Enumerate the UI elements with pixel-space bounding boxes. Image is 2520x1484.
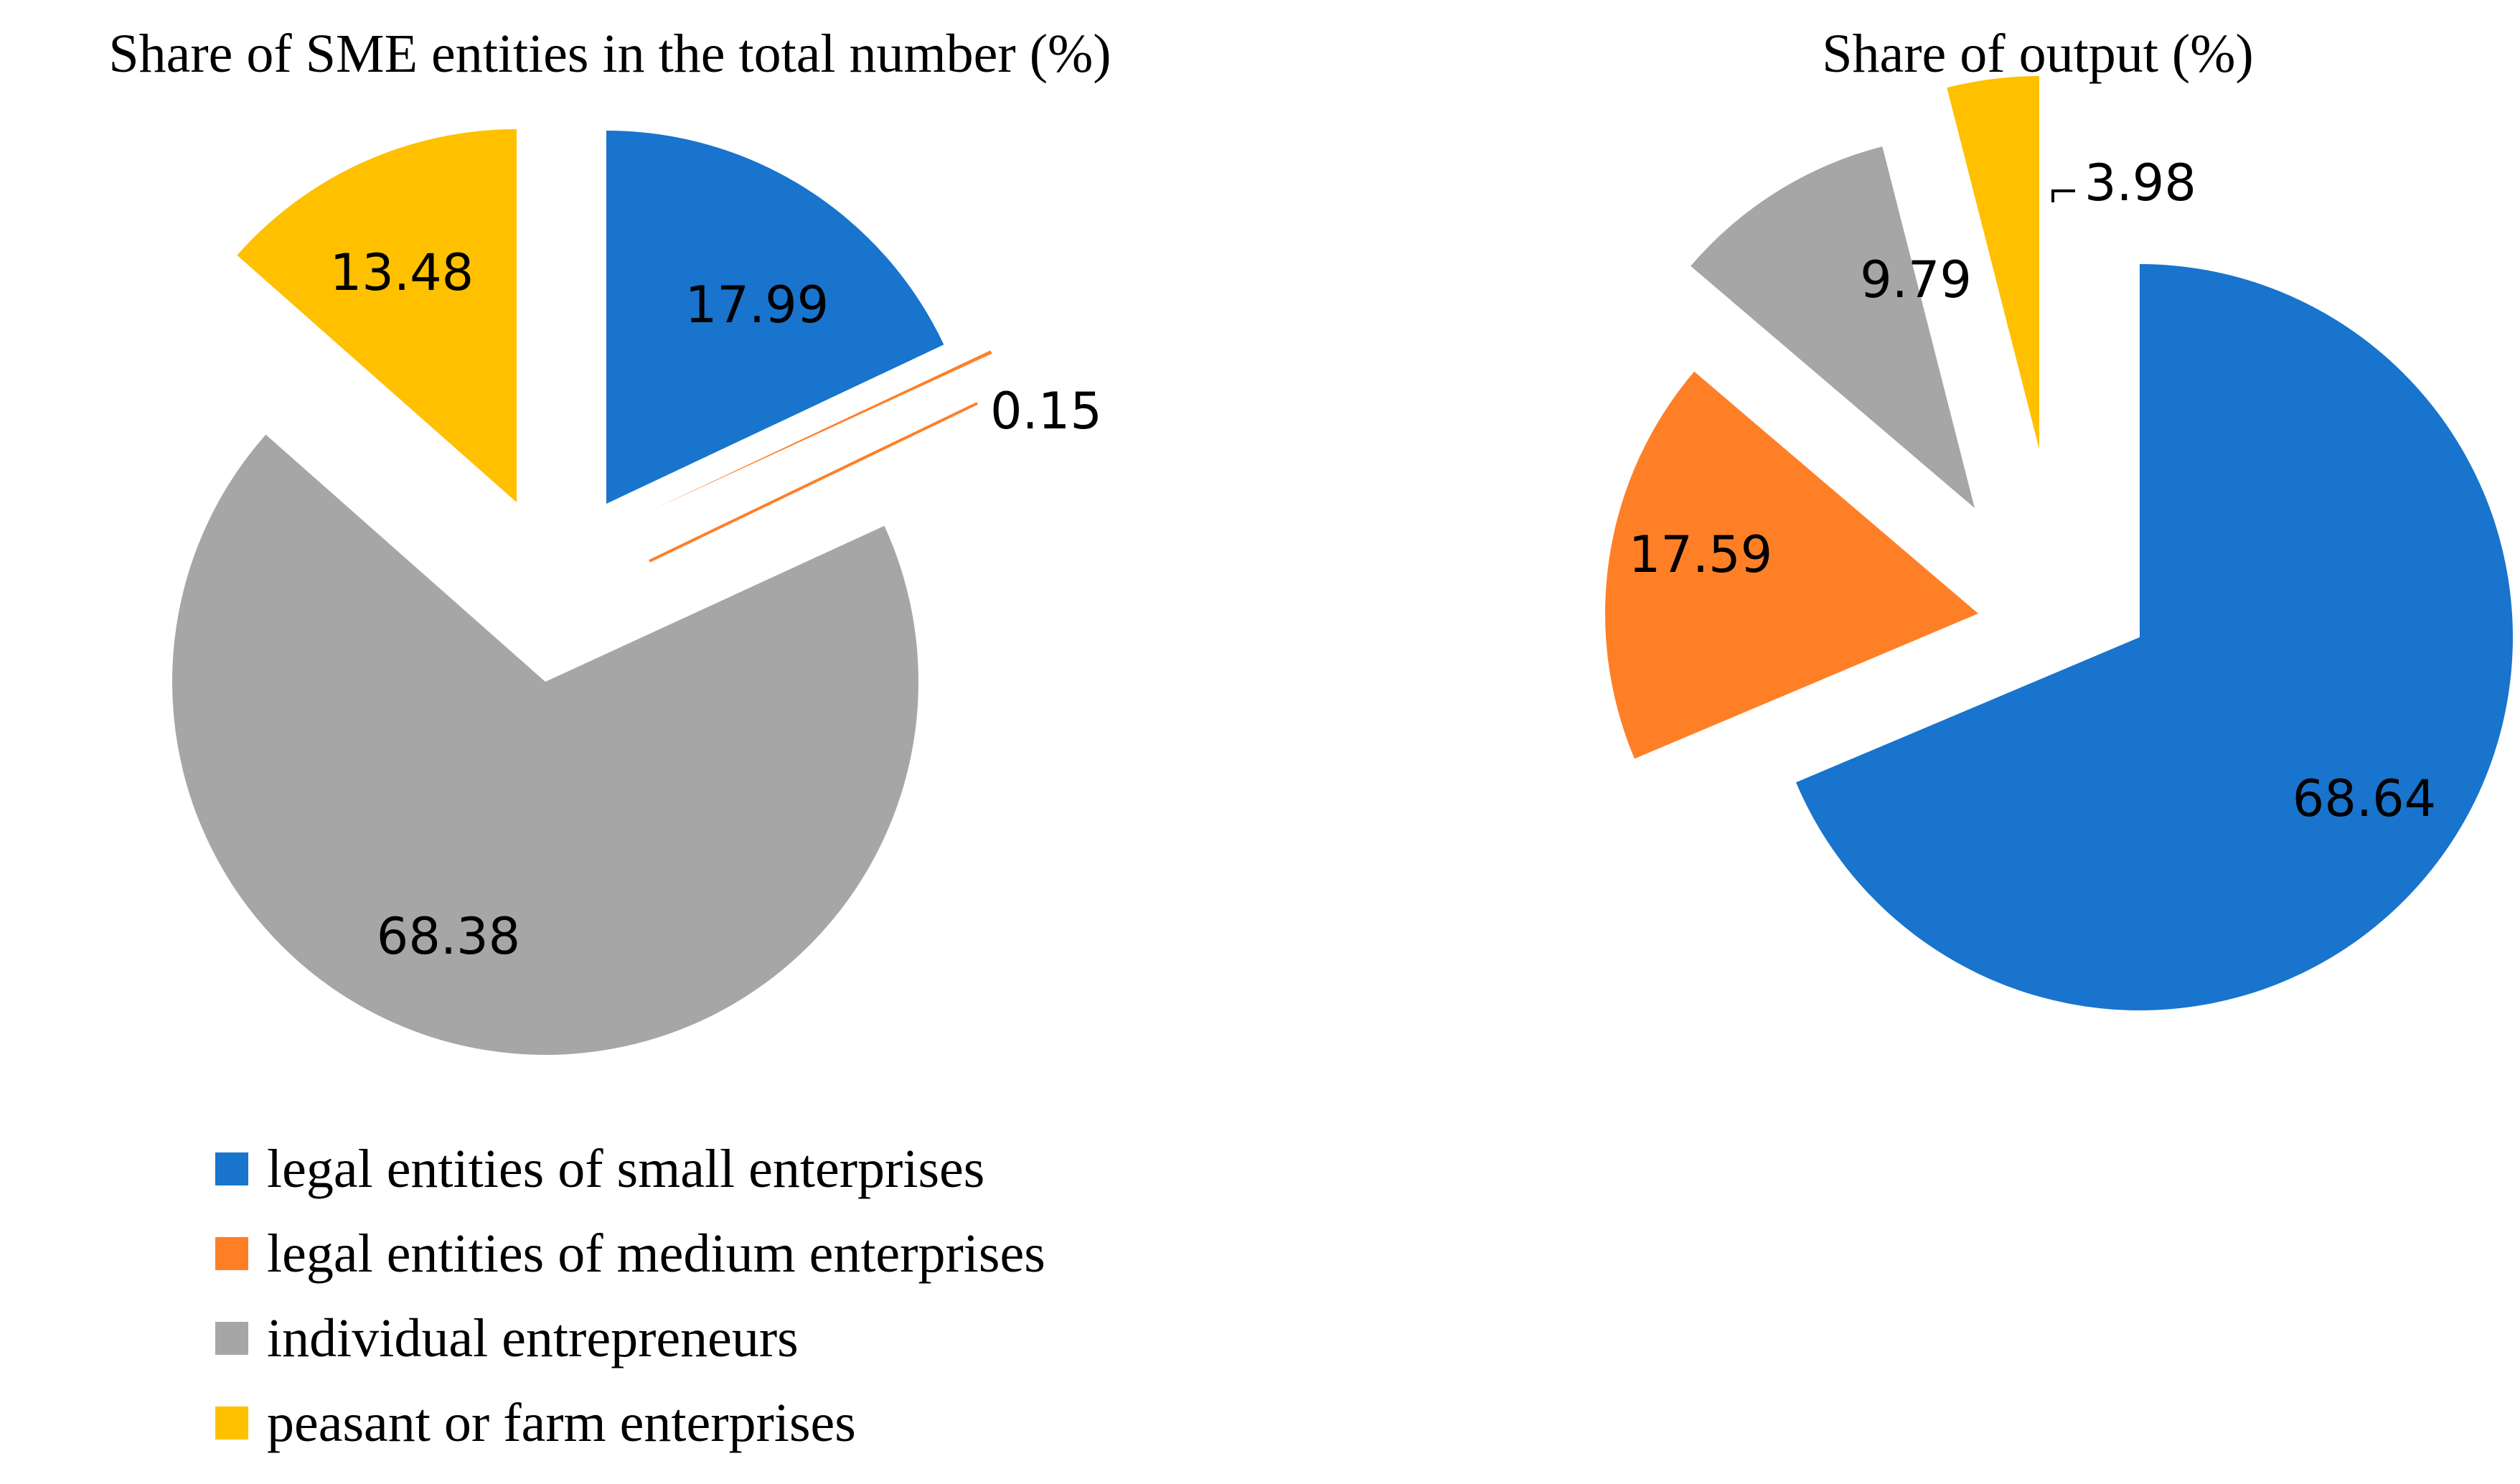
data-label-output-farm-enterprises: 3.98 xyxy=(2084,154,2196,212)
leader-line-output-farm-enterprises xyxy=(2051,189,2075,202)
data-label-entities-farm-enterprises: 13.48 xyxy=(330,243,474,302)
pie-slice-entities-medium-enterprises xyxy=(653,350,992,509)
legend-item-medium-enterprises: legal entities of medium enterprises xyxy=(215,1211,1045,1296)
pie-slice-output-individual-entrepreneurs xyxy=(1691,146,1975,509)
data-label-entities-small-enterprises: 17.99 xyxy=(685,276,829,334)
pie-slice-entities-individual-entrepreneurs xyxy=(172,434,919,1055)
legend-swatch-medium-enterprises xyxy=(215,1237,248,1270)
data-label-output-medium-enterprises: 17.59 xyxy=(1629,525,1772,584)
data-label-output-small-enterprises: 68.64 xyxy=(2293,769,2436,828)
pie-slice-entities-farm-enterprises xyxy=(237,129,517,502)
legend: legal entities of small enterprises lega… xyxy=(215,1127,1045,1465)
legend-label-medium-enterprises: legal entities of medium enterprises xyxy=(267,1223,1045,1284)
pie-slice-output-medium-enterprises xyxy=(1604,371,1978,759)
legend-item-small-enterprises: legal entities of small enterprises xyxy=(215,1127,1045,1211)
chart-title-right: Share of output (%) xyxy=(1822,24,2254,84)
chart-title-left: Share of SME entities in the total numbe… xyxy=(108,24,1111,84)
legend-label-small-enterprises: legal entities of small enterprises xyxy=(267,1138,985,1199)
pie-slice-entities-small-enterprises xyxy=(606,131,944,504)
data-label-entities-individual-entrepreneurs: 68.38 xyxy=(377,907,520,966)
legend-item-individual-entrepreneurs: individual entrepreneurs xyxy=(215,1296,1045,1381)
legend-swatch-farm-enterprises xyxy=(215,1406,248,1440)
data-label-entities-medium-enterprises: 0.15 xyxy=(990,382,1102,441)
pie-slice-output-farm-enterprises xyxy=(1947,76,2039,449)
legend-label-farm-enterprises: peasant or farm enterprises xyxy=(267,1392,856,1453)
legend-label-individual-entrepreneurs: individual entrepreneurs xyxy=(267,1307,799,1368)
legend-item-farm-enterprises: peasant or farm enterprises xyxy=(215,1381,1045,1465)
leader-line-entities-medium-enterprises xyxy=(649,402,978,563)
pie-chart-share-of-output: 68.64 17.59 9.79 3.98 xyxy=(1604,76,2514,1010)
legend-swatch-individual-entrepreneurs xyxy=(215,1322,248,1355)
pie-slice-output-small-enterprises xyxy=(1795,264,2514,1010)
data-label-output-individual-entrepreneurs: 9.79 xyxy=(1860,250,1972,309)
legend-swatch-small-enterprises xyxy=(215,1152,248,1185)
pie-chart-share-of-entities: 17.99 0.15 68.38 13.48 xyxy=(172,129,1102,1055)
